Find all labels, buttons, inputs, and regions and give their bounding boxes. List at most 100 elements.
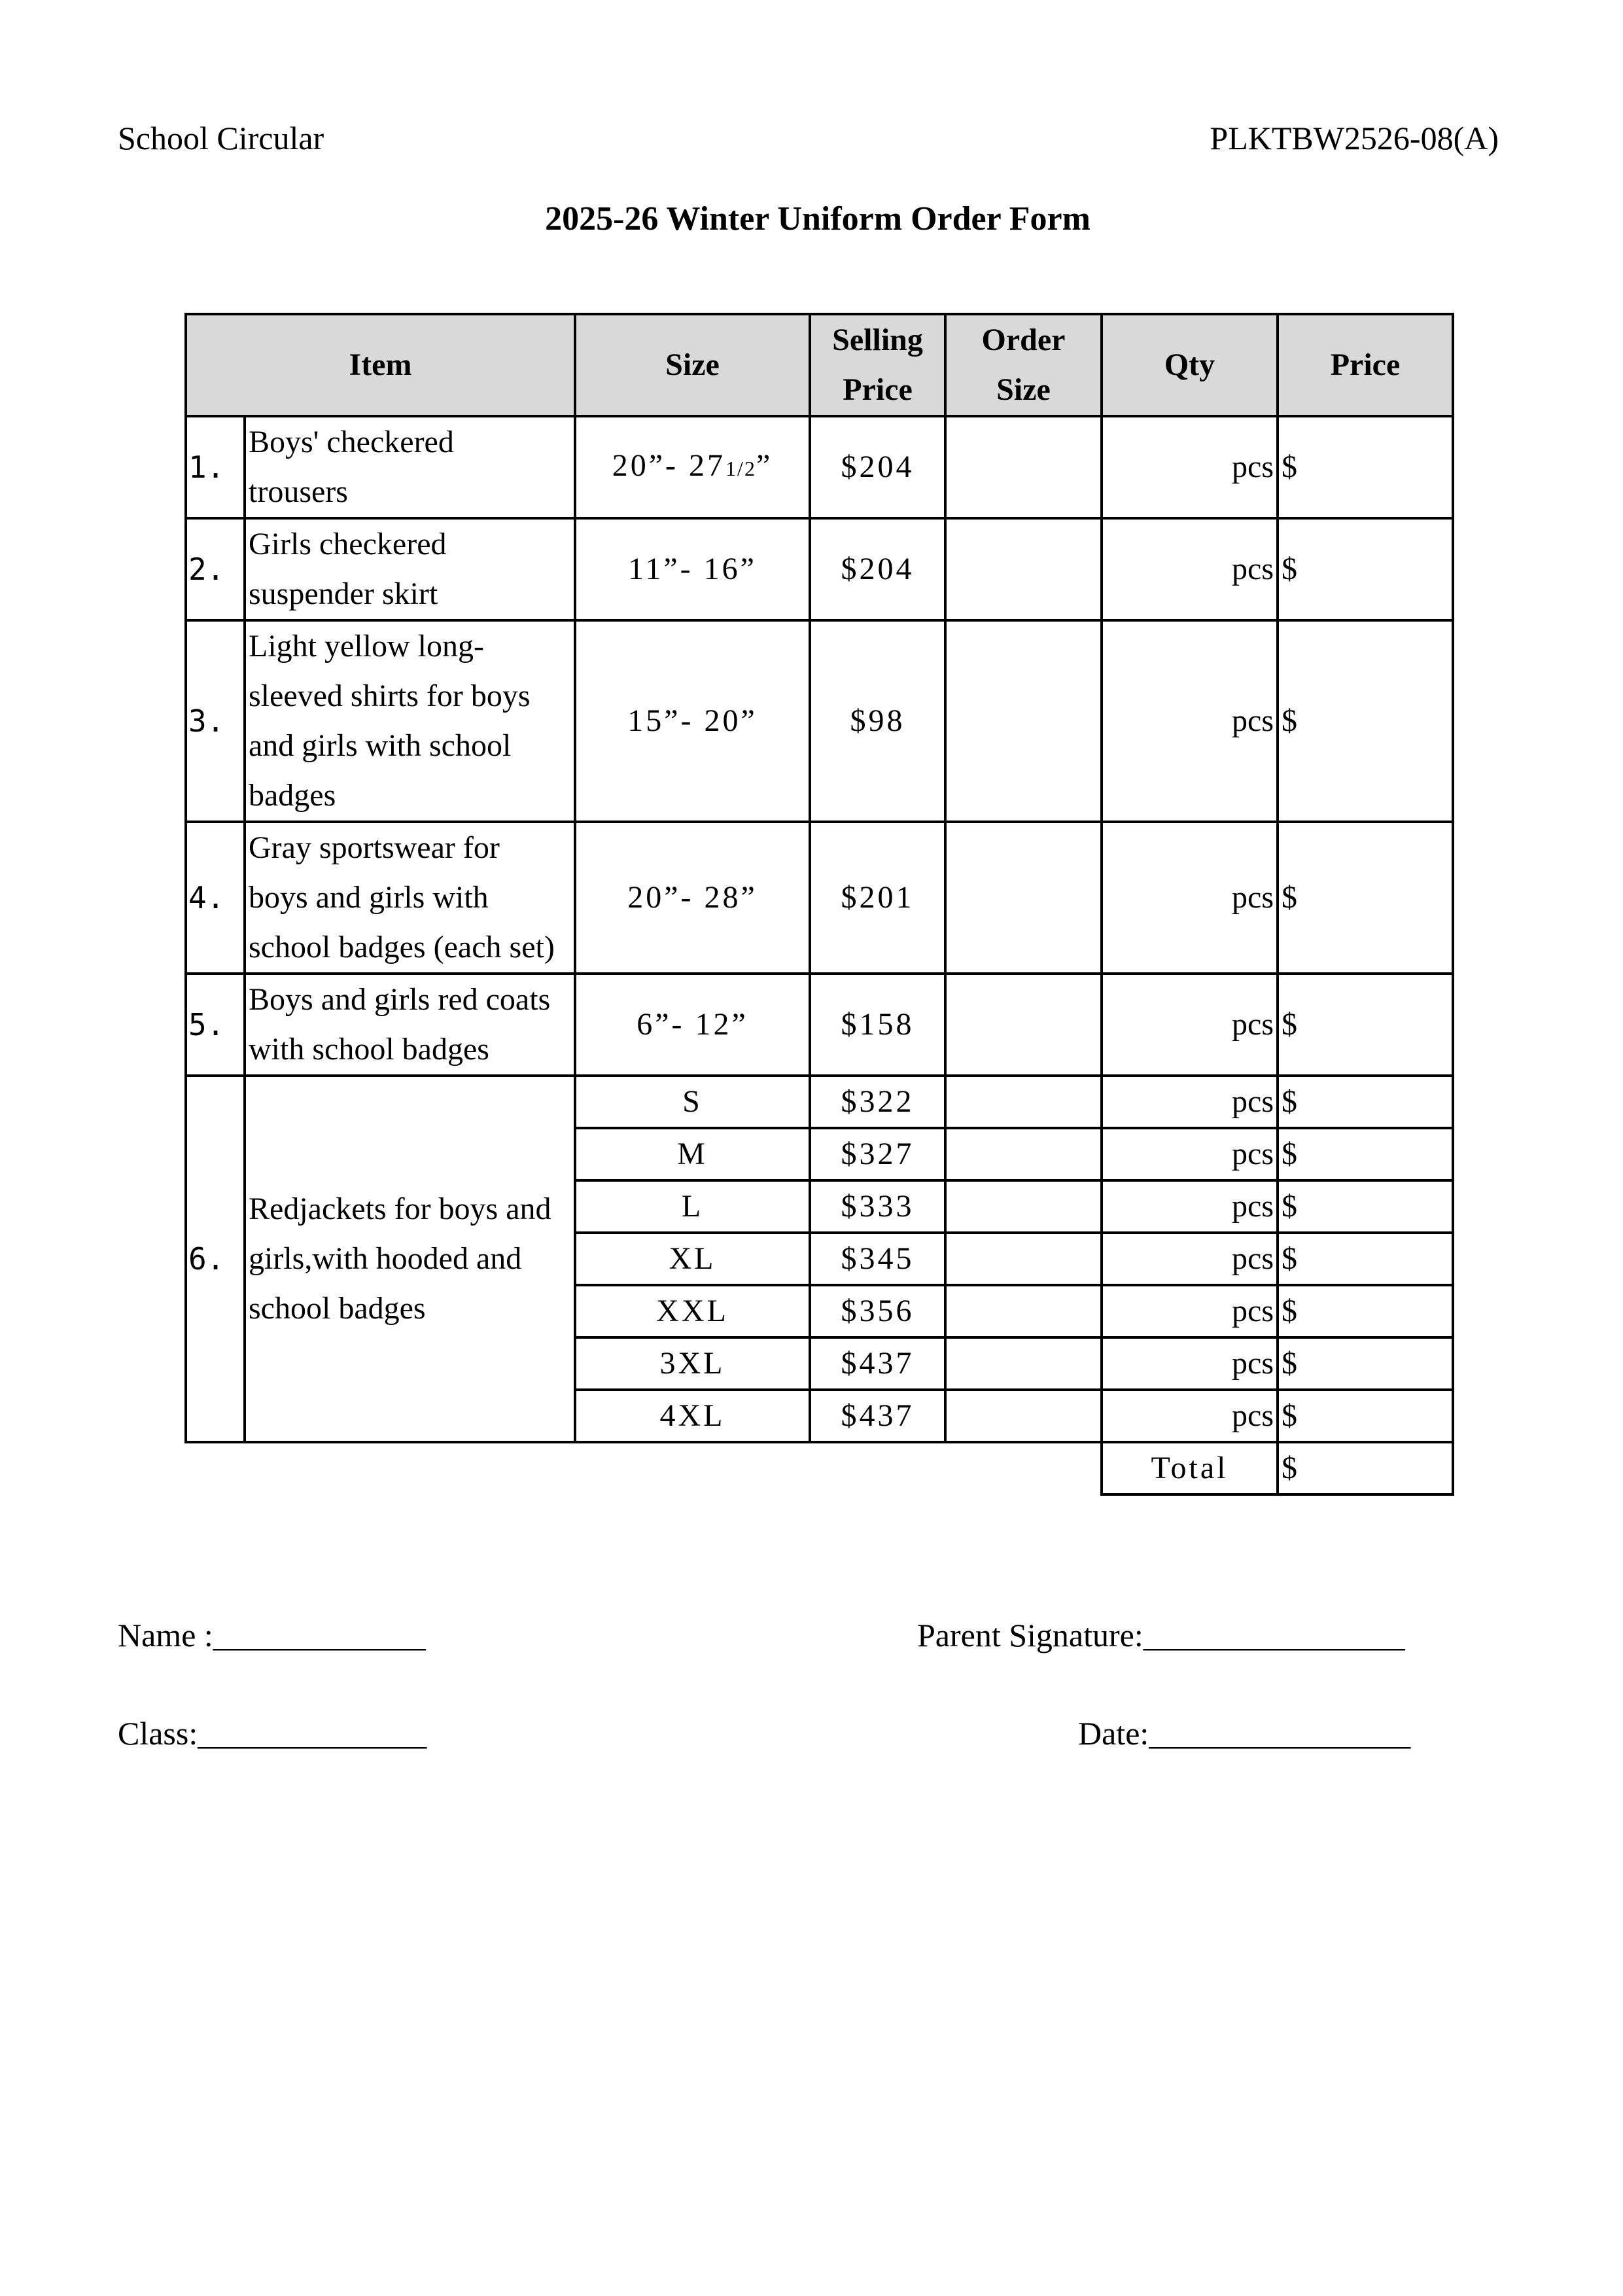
selling-price: $333 xyxy=(809,1179,947,1234)
order-size-field[interactable] xyxy=(944,1127,1103,1182)
table-row: L $333 pcs $ xyxy=(186,1179,1454,1234)
size-option: S xyxy=(574,1074,811,1129)
circular-code: PLKTBW2526-08(A) xyxy=(1210,120,1499,156)
selling-price: $322 xyxy=(809,1074,947,1129)
size-option: XXL xyxy=(574,1284,811,1339)
order-size-field[interactable] xyxy=(944,1388,1103,1443)
order-size-field[interactable] xyxy=(944,1179,1103,1234)
header-size: Size xyxy=(574,313,811,417)
selling-price: $437 xyxy=(809,1388,947,1443)
qty-field[interactable]: pcs xyxy=(1100,517,1279,622)
selling-price: $204 xyxy=(809,517,947,622)
price-prefix: $ xyxy=(1282,552,1297,586)
size-range: 15”- 20” xyxy=(574,619,811,823)
qty-unit: pcs xyxy=(1232,552,1274,586)
header-selling-price: Selling Price xyxy=(809,313,947,417)
order-size-field[interactable] xyxy=(944,1336,1103,1391)
order-size-field[interactable] xyxy=(944,415,1103,520)
row-number: 5. xyxy=(184,972,246,1077)
price-field[interactable]: $ xyxy=(1276,619,1454,823)
name-field[interactable]: Name :_____________ xyxy=(118,1617,426,1653)
table-row: 1. Boys' checkered trousers 20”- 271/2” $204… xyxy=(184,415,1454,520)
date-field[interactable]: Date:________________ xyxy=(1078,1715,1411,1752)
order-size-field[interactable] xyxy=(944,972,1103,1077)
qty-field[interactable]: pcs xyxy=(1100,972,1279,1077)
page-title: 2025-26 Winter Uniform Order Form xyxy=(545,200,1091,238)
price-field[interactable]: $ xyxy=(1276,821,1454,975)
order-size-field[interactable] xyxy=(944,1074,1103,1129)
qty-field[interactable]: pcs xyxy=(1100,1388,1279,1443)
item-name: Redjackets for boys and girls,with hooded… xyxy=(243,1074,576,1443)
price-field[interactable]: $ xyxy=(1276,1336,1454,1391)
row-number: 4. xyxy=(184,821,246,975)
qty-unit: pcs xyxy=(1232,1084,1274,1119)
qty-field[interactable]: pcs xyxy=(1100,821,1279,975)
row-number: 6. xyxy=(184,1074,246,1443)
circular-label: School Circular xyxy=(118,120,324,156)
qty-unit: pcs xyxy=(1232,1189,1274,1224)
size-option: M xyxy=(574,1127,811,1182)
qty-field[interactable]: pcs xyxy=(1100,1284,1279,1339)
table-row: 3XL $437 pcs $ xyxy=(186,1336,1454,1391)
qty-unit: pcs xyxy=(1232,1294,1274,1328)
qty-unit: pcs xyxy=(1232,880,1274,915)
qty-field[interactable]: pcs xyxy=(1100,1127,1279,1182)
qty-field[interactable]: pcs xyxy=(1100,1231,1279,1286)
selling-price: $345 xyxy=(809,1231,947,1286)
price-prefix: $ xyxy=(1282,1451,1297,1485)
order-size-field[interactable] xyxy=(944,821,1103,975)
size-range: 20”- 28” xyxy=(574,821,811,975)
price-prefix: $ xyxy=(1282,1137,1297,1171)
selling-price: $201 xyxy=(809,821,947,975)
table-row: 3. Light yellow long-sleeved shirts for b… xyxy=(184,619,1454,823)
size-option: 4XL xyxy=(574,1388,811,1443)
table-row: 4XL $437 pcs $ xyxy=(186,1388,1454,1443)
table-row: M $327 pcs $ xyxy=(186,1127,1454,1182)
price-field[interactable]: $ xyxy=(1276,1074,1454,1129)
qty-field[interactable]: pcs xyxy=(1100,1336,1279,1391)
price-prefix: $ xyxy=(1282,450,1297,484)
total-label: Total xyxy=(1100,1441,1279,1496)
order-size-field[interactable] xyxy=(944,517,1103,622)
order-size-field[interactable] xyxy=(944,1284,1103,1339)
qty-field[interactable]: pcs xyxy=(1100,415,1279,520)
price-field[interactable]: $ xyxy=(1276,415,1454,520)
row-number: 1. xyxy=(184,415,246,520)
qty-unit: pcs xyxy=(1232,1241,1274,1276)
table-row: 2. Girls checkered suspender skirt 11”- 16”… xyxy=(184,517,1454,622)
item-name: Girls checkered suspender skirt xyxy=(243,517,576,622)
total-price-field[interactable]: $ xyxy=(1276,1441,1454,1496)
qty-unit: pcs xyxy=(1232,1007,1274,1042)
price-prefix: $ xyxy=(1282,1294,1297,1328)
price-field[interactable]: $ xyxy=(1276,1231,1454,1286)
selling-price: $204 xyxy=(809,415,947,520)
price-field[interactable]: $ xyxy=(1276,972,1454,1077)
price-field[interactable]: $ xyxy=(1276,1388,1454,1443)
selling-price: $437 xyxy=(809,1336,947,1391)
size-range: 6”- 12” xyxy=(574,972,811,1077)
header-item: Item xyxy=(184,313,576,417)
qty-field[interactable]: pcs xyxy=(1100,1179,1279,1234)
item-name: Boys and girls red coats with school badg… xyxy=(243,972,576,1077)
order-size-field[interactable] xyxy=(944,1231,1103,1286)
size-range: 20”- 271/2” xyxy=(574,415,811,520)
qty-unit: pcs xyxy=(1232,450,1274,484)
price-prefix: $ xyxy=(1282,1346,1297,1381)
parent-signature-field[interactable]: Parent Signature:________________ xyxy=(917,1617,1405,1653)
price-prefix: $ xyxy=(1282,1398,1297,1433)
order-size-field[interactable] xyxy=(944,619,1103,823)
price-field[interactable]: $ xyxy=(1276,517,1454,622)
price-field[interactable]: $ xyxy=(1276,1179,1454,1234)
price-prefix: $ xyxy=(1282,1084,1297,1119)
price-prefix: $ xyxy=(1282,880,1297,915)
header-qty: Qty xyxy=(1100,313,1279,417)
row-number: 3. xyxy=(184,619,246,823)
qty-field[interactable]: pcs xyxy=(1100,619,1279,823)
price-field[interactable]: $ xyxy=(1276,1284,1454,1339)
price-field[interactable]: $ xyxy=(1276,1127,1454,1182)
qty-field[interactable]: pcs xyxy=(1100,1074,1279,1129)
size-option: XL xyxy=(574,1231,811,1286)
class-field[interactable]: Class:______________ xyxy=(118,1715,427,1752)
total-row: Total $ xyxy=(186,1441,1454,1496)
selling-price: $158 xyxy=(809,972,947,1077)
